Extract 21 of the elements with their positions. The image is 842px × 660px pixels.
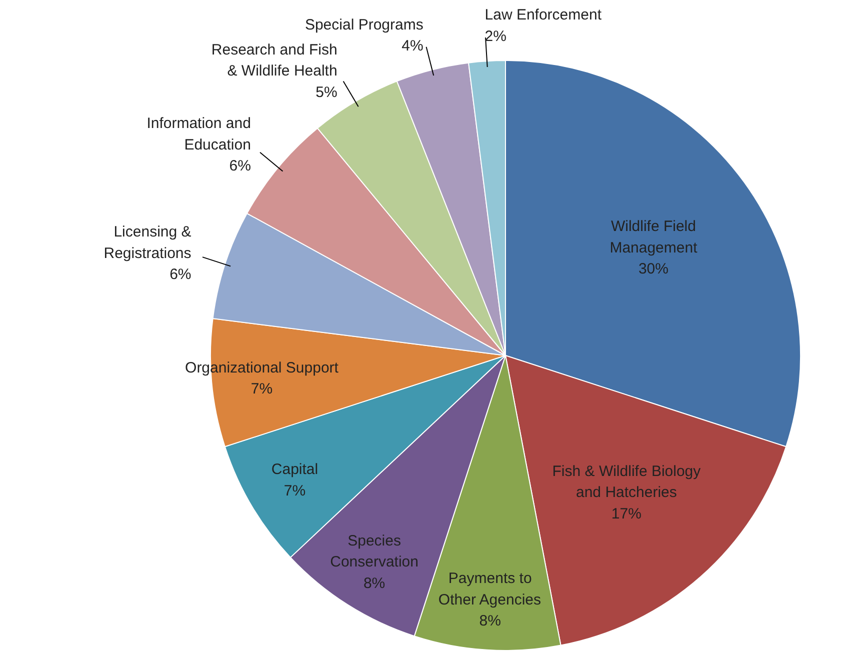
data-label: 8% bbox=[479, 612, 501, 630]
data-label: 8% bbox=[363, 574, 386, 592]
data-label: 6% bbox=[170, 266, 192, 284]
data-label: 5% bbox=[316, 84, 338, 101]
slice-label: Capital bbox=[271, 461, 318, 478]
slice-label: Wildlife Field Management bbox=[610, 218, 698, 256]
data-label: 2% bbox=[484, 28, 506, 45]
slice-label: Research and Fish & Wildlife Health bbox=[211, 41, 338, 80]
data-label: 6% bbox=[229, 158, 251, 175]
data-label: 7% bbox=[250, 380, 273, 398]
slice-label: Payments to Other Agencies bbox=[438, 570, 541, 608]
slice-label: Law Enforcement bbox=[484, 6, 602, 24]
data-label: 4% bbox=[402, 38, 424, 55]
slice-label: Information and Education bbox=[146, 115, 251, 154]
data-label: 30% bbox=[638, 260, 668, 278]
data-label: 17% bbox=[611, 505, 642, 522]
slice-label: Species Conservation bbox=[330, 532, 419, 571]
slice-label: Licensing & Registrations bbox=[104, 224, 192, 262]
data-label: 7% bbox=[284, 482, 306, 500]
slice-label: Fish & Wildlife Biology and Hatcheries bbox=[552, 462, 702, 502]
slice-label: Special Programs bbox=[304, 16, 424, 34]
